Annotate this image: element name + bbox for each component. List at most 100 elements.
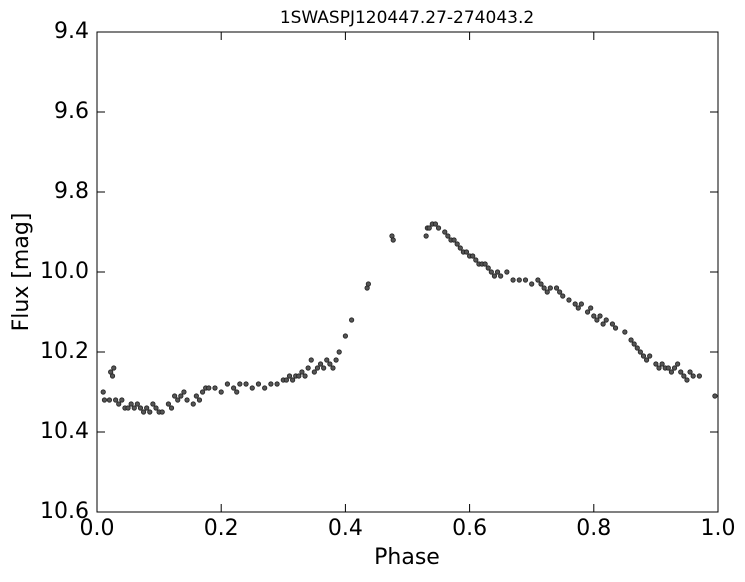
point	[196, 397, 203, 403]
point	[314, 365, 321, 371]
point	[681, 373, 687, 379]
point	[184, 397, 190, 403]
point	[274, 381, 280, 387]
point	[572, 301, 578, 307]
point	[237, 381, 243, 387]
point	[153, 405, 159, 411]
point	[482, 261, 488, 267]
point	[317, 361, 324, 367]
point	[125, 405, 131, 411]
point	[286, 373, 293, 379]
point	[199, 389, 206, 395]
point	[426, 225, 432, 231]
point	[665, 365, 671, 371]
y-tick-label: 9.8	[54, 179, 89, 204]
point	[435, 225, 442, 231]
point	[457, 245, 463, 251]
point	[678, 369, 684, 375]
point	[231, 385, 237, 391]
point	[547, 285, 553, 291]
point	[696, 373, 702, 379]
point	[575, 305, 581, 311]
point	[628, 337, 634, 343]
point	[333, 357, 339, 363]
point	[243, 381, 249, 387]
point	[494, 269, 501, 275]
point	[193, 393, 199, 399]
point	[609, 321, 616, 327]
point	[659, 361, 665, 367]
y-axis-label: Flux [mag]	[9, 213, 34, 332]
point	[131, 405, 137, 411]
point	[305, 365, 311, 371]
point	[168, 405, 175, 411]
point	[109, 373, 116, 379]
point	[541, 285, 547, 291]
point	[529, 281, 535, 287]
point	[113, 397, 119, 403]
point	[165, 401, 172, 407]
point	[296, 373, 302, 379]
x-tick-label: 1.0	[701, 516, 736, 541]
point	[584, 309, 591, 315]
point	[283, 377, 290, 383]
point	[671, 365, 678, 371]
point	[594, 317, 600, 323]
point	[578, 301, 584, 307]
point	[538, 281, 544, 287]
point	[327, 361, 333, 367]
point	[330, 365, 336, 371]
point	[262, 385, 268, 391]
point	[535, 277, 541, 283]
point	[510, 277, 516, 283]
point	[498, 273, 504, 279]
point	[119, 397, 125, 403]
point	[159, 409, 165, 415]
point	[302, 373, 308, 379]
point	[423, 233, 429, 239]
point	[470, 253, 476, 259]
point	[299, 369, 305, 375]
point	[349, 317, 355, 323]
point	[591, 313, 597, 319]
point	[488, 269, 494, 275]
point	[597, 313, 603, 319]
point	[134, 401, 140, 407]
point	[206, 385, 212, 391]
point	[290, 377, 296, 383]
point	[234, 389, 240, 395]
point	[647, 353, 653, 359]
y-tick-label: 10.4	[40, 419, 89, 444]
x-tick-label: 0.0	[80, 516, 115, 541]
point	[622, 329, 628, 335]
point	[150, 401, 156, 407]
point	[181, 389, 187, 395]
point	[249, 385, 255, 391]
point	[324, 357, 330, 363]
point	[637, 349, 643, 355]
point	[612, 325, 619, 331]
point	[600, 321, 606, 327]
point	[101, 397, 108, 403]
point	[147, 409, 153, 415]
point	[485, 265, 491, 271]
point	[140, 409, 147, 415]
chart-title: 1SWASPJ120447.27-274043.2	[280, 8, 534, 28]
x-tick-label: 0.4	[328, 516, 363, 541]
point	[687, 369, 693, 375]
point	[100, 389, 106, 395]
point	[308, 357, 314, 363]
point	[634, 345, 640, 351]
point	[336, 349, 342, 355]
point	[544, 289, 550, 295]
point	[560, 293, 566, 299]
point	[342, 333, 348, 339]
point	[111, 365, 117, 371]
point	[442, 229, 448, 235]
point	[321, 365, 327, 371]
point	[463, 249, 470, 255]
point	[690, 373, 696, 379]
point	[224, 381, 231, 387]
point	[603, 317, 609, 323]
